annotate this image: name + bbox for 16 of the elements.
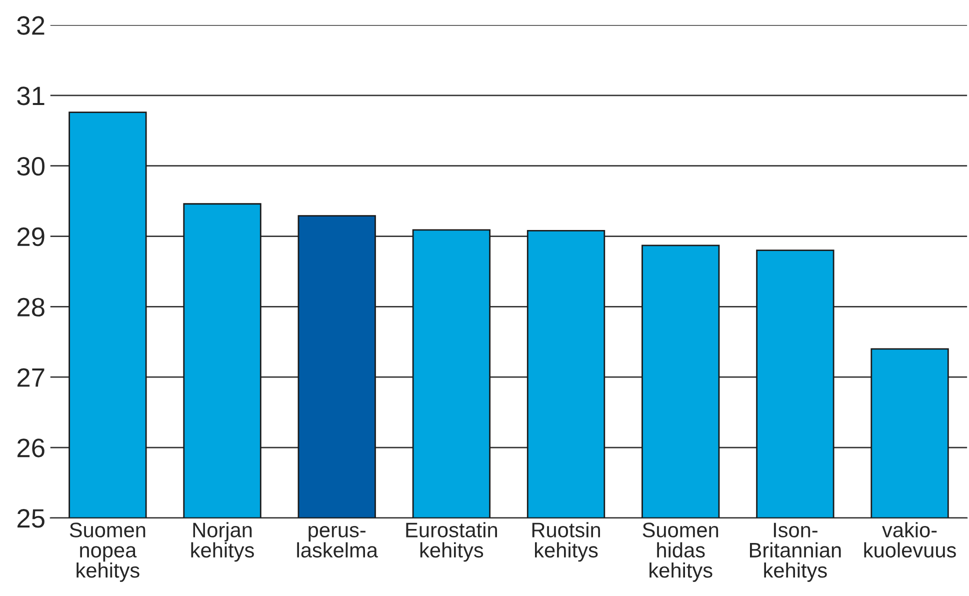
x-tick-label: Suomen nopea kehitys: [70, 522, 146, 582]
x-tick-label: Suomen hidas kehitys: [642, 522, 718, 582]
x-tick-label: perus- laskelma: [297, 526, 378, 558]
x-tick-label: vakio- kuolevuus: [864, 522, 956, 558]
x-tick-label: Norjan kehitys: [191, 522, 254, 562]
x-tick-label: Eurostatin kehitys: [406, 522, 497, 562]
y-tick-label: 28: [18, 298, 44, 317]
y-tick-label: 26: [18, 438, 44, 458]
y-tick-label: 30: [17, 156, 44, 176]
y-tick-label: 27: [18, 368, 44, 387]
x-tick-label: Ruotsin kehitys: [532, 522, 600, 562]
y-tick-label: 29: [18, 227, 44, 246]
x-tick-label: Ison- Britannian kehitys: [750, 522, 841, 582]
y-tick-label: 31: [17, 86, 44, 106]
y-tick-label: 32: [17, 16, 44, 35]
y-tick-label: 25: [18, 509, 44, 528]
